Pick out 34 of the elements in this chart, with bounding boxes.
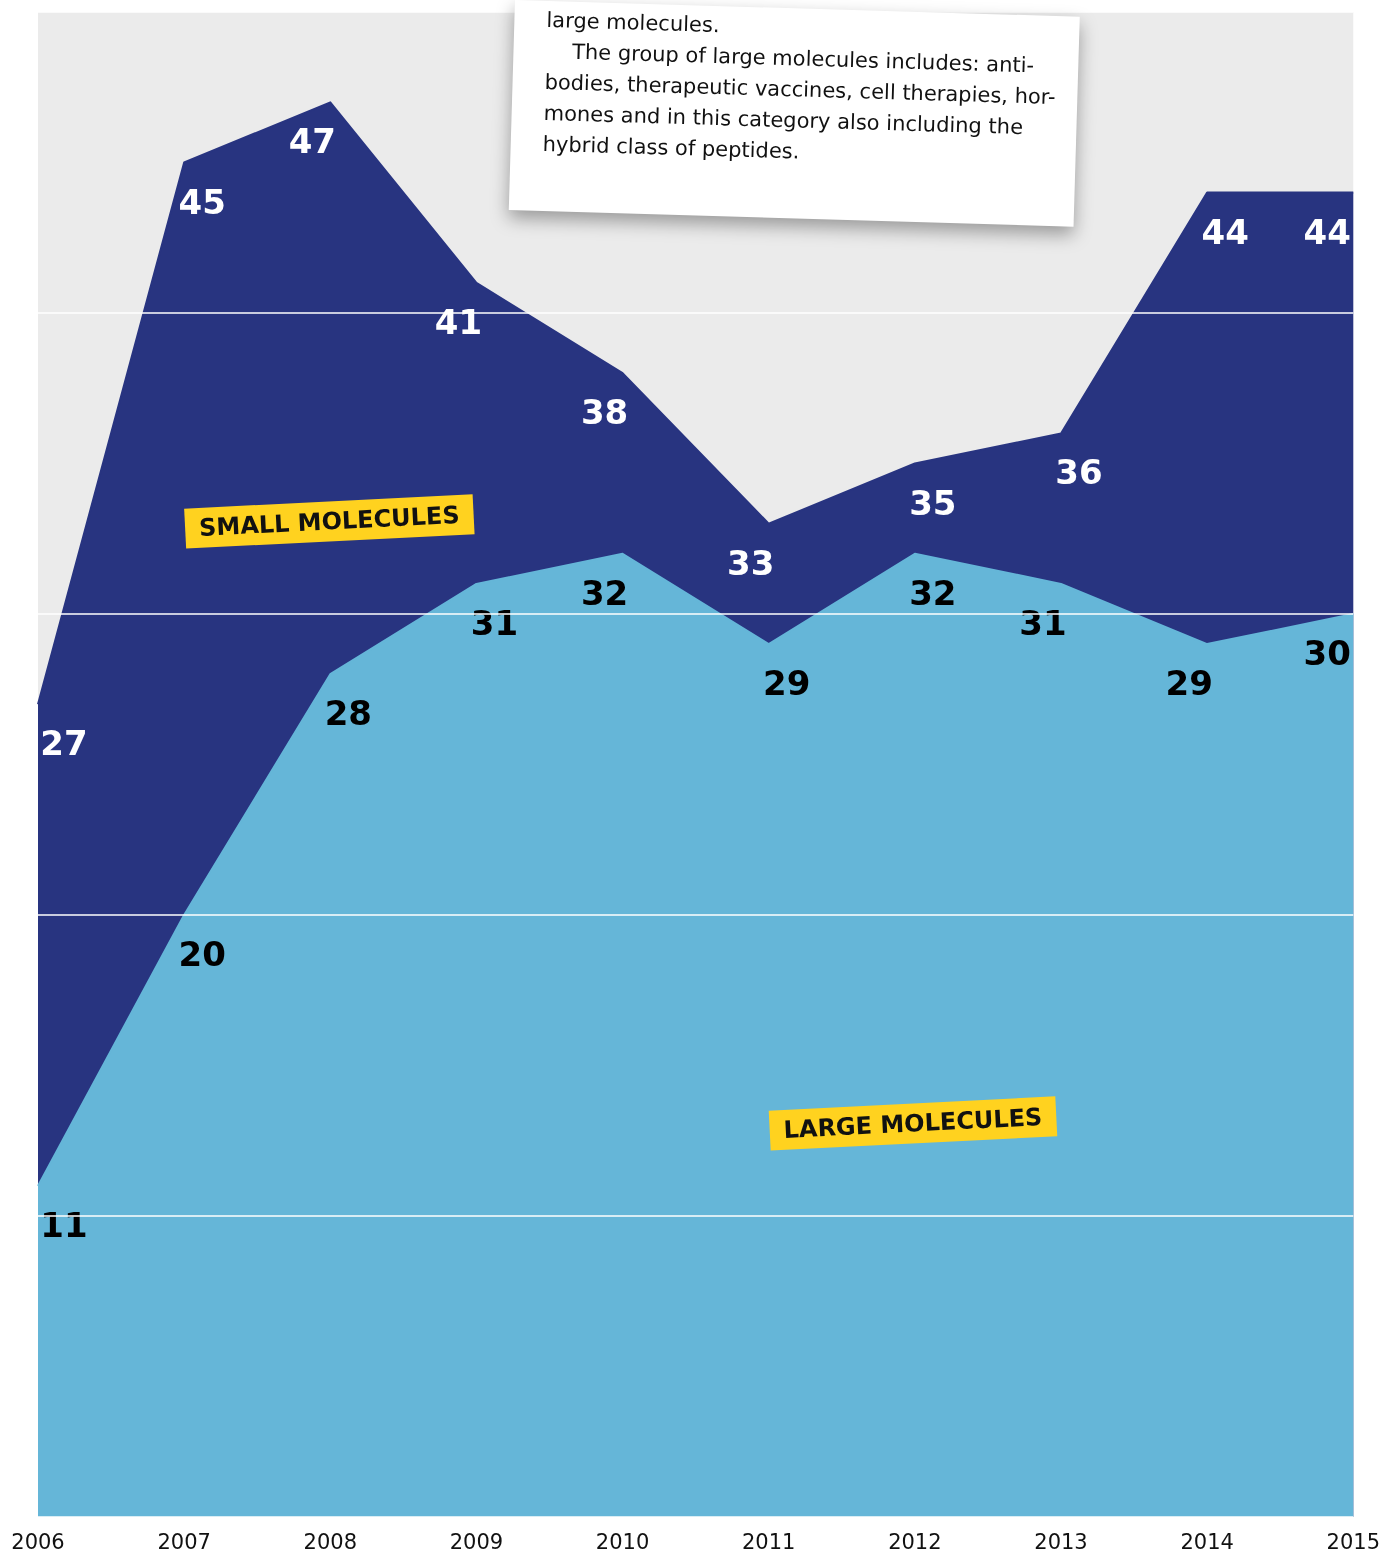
x-tick-label: 2014 — [1180, 1529, 1234, 1554]
data-label: 38 — [580, 392, 629, 433]
data-label: 29 — [763, 663, 811, 704]
data-label: 31 — [470, 602, 519, 643]
x-tick-label: 2013 — [1034, 1529, 1088, 1554]
data-label: 44 — [1201, 211, 1249, 252]
data-label: 47 — [288, 121, 336, 162]
x-tick-label: 2007 — [157, 1529, 211, 1554]
data-label: 45 — [178, 181, 226, 222]
data-label: 41 — [434, 301, 483, 342]
data-label: 28 — [324, 693, 372, 734]
series-label: SMALL MOLECULES — [198, 500, 461, 542]
data-label: 31 — [1019, 602, 1067, 643]
data-label: 33 — [727, 542, 775, 583]
data-label: 20 — [178, 934, 226, 974]
data-label: 29 — [1165, 663, 1213, 704]
data-label: 44 — [1303, 211, 1351, 252]
x-tick-label: 2006 — [11, 1529, 65, 1554]
x-tick-label: 2011 — [741, 1529, 796, 1554]
data-label: 35 — [909, 482, 957, 523]
x-tick-label: 2015 — [1326, 1529, 1380, 1554]
x-tick-label: 2009 — [449, 1529, 504, 1554]
data-label: 30 — [1303, 633, 1351, 673]
data-label: 11 — [40, 1204, 88, 1245]
paper-note: large molecules. The group of large molecules includes: anti- bodies, therapeutic vaccines, cell therapies, hor- mones and in this category also including the hybrid class of peptides. — [508, 0, 1080, 227]
data-label: 32 — [580, 572, 629, 613]
annotation: large molecules. The group of large molecules includes: anti- bodies, therapeutic vaccines, cell therapies, hor- mones and in this category also including the hybrid class of peptides. — [542, 6, 1057, 166]
data-label: 36 — [1055, 452, 1103, 493]
x-tick-label: 2012 — [888, 1529, 942, 1554]
data-label: 32 — [909, 572, 957, 613]
data-label: 27 — [40, 723, 88, 764]
series-label: LARGE MOLECULES — [783, 1103, 1043, 1144]
x-tick-label: 2008 — [303, 1529, 358, 1554]
x-tick-label: 2010 — [595, 1529, 650, 1554]
